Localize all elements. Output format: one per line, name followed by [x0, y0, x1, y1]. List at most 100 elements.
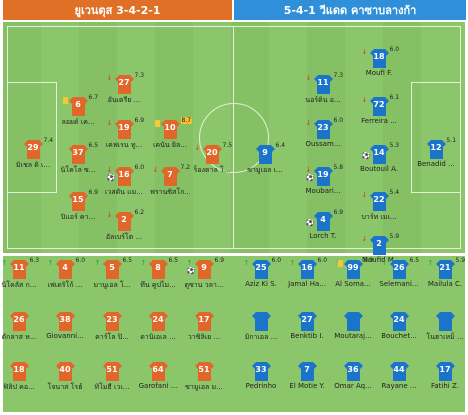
- substitution-out-icon: ↓: [361, 96, 368, 104]
- away_subs-player[interactable]: 24 Bouchet...: [379, 312, 419, 340]
- jersey-icon: 2 6.2 ↓: [107, 209, 144, 231]
- away_starters-player[interactable]: 4 6.9 ⚽ Lorch T.: [303, 209, 344, 240]
- away_subs-player[interactable]: 21 5.9 ↑ Mailula C.: [425, 257, 466, 288]
- away_subs-player[interactable]: 17 Fatihi Z.: [425, 362, 465, 390]
- home_starters-player[interactable]: 37 6.5 นิโคโล ซ...: [58, 142, 99, 176]
- away_starters-player[interactable]: 22 5.4 ↓ บาร์ท เมเ...: [359, 189, 400, 223]
- away_starters-player[interactable]: 18 6.0 ↓ Moufi F.: [359, 46, 400, 77]
- home_starters-player[interactable]: 16 6.0 ↓ ⚽ เวสตัน แม...: [104, 164, 144, 198]
- home_subs-player[interactable]: 23 คาร์โล ปิ...: [92, 312, 132, 343]
- jersey-number: 17: [198, 315, 210, 324]
- player-name: ทิโมธี เวเ...: [94, 383, 130, 391]
- away_starters-player[interactable]: 11 7.3 ↓ นอร์ดิน อ...: [303, 72, 343, 106]
- home_subs-player[interactable]: 17 วาซิลิเย ...: [184, 312, 224, 343]
- away_subs-player[interactable]: 27 Benktib I.: [287, 312, 327, 340]
- home_starters-player[interactable]: 20 7.5 ↓ ร็องดาล โ...: [192, 142, 233, 176]
- home_starters-player[interactable]: 7 7.2 ↓ ฟรานซิสโก...: [150, 164, 190, 198]
- jersey-icon: 18: [9, 362, 29, 381]
- home_starters-player[interactable]: 15 6.9 ปิแอร์ คา...: [58, 189, 98, 223]
- away_subs-player[interactable]: 995.9↑Al Soma...: [333, 257, 373, 288]
- jersey-number: 33: [255, 365, 267, 374]
- away_starters-player[interactable]: 2 5.9 ↓ Moufid M.: [359, 233, 400, 264]
- jersey-number: 2: [121, 215, 127, 224]
- jersey-icon: 29 7.4: [23, 137, 53, 159]
- home_starters-player[interactable]: 6 6.7 ลอยด์ เค...: [58, 94, 98, 128]
- substitution-in-icon: ↑: [289, 259, 296, 267]
- substitution-out-icon: ↓: [305, 119, 312, 127]
- jersey-icon: 51: [102, 362, 122, 381]
- jersey-icon: 37 6.5: [68, 142, 98, 164]
- home_subs-player[interactable]: 51 ซามูเอล ม...: [184, 362, 224, 393]
- away_subs-player[interactable]: 33 Pedrinho: [241, 362, 281, 390]
- jersey-icon: 7 7.2 ↓: [153, 164, 190, 186]
- home_starters-player[interactable]: 27 7.3 ↓ อันเดรีย ...: [104, 72, 145, 106]
- player-name: อัลเบร์โต ...: [105, 233, 143, 241]
- home_subs-player[interactable]: 5 6.5 ↑ มานูเอล โ...: [92, 257, 133, 291]
- away_subs-player[interactable]: Moutaraj...: [333, 312, 373, 340]
- home_subs-player[interactable]: 18 ฟิลิป คอ...: [0, 362, 39, 393]
- jersey-icon: 12 5.1: [426, 137, 456, 159]
- substitution-in-icon: ↑: [427, 259, 434, 267]
- away_starters-player[interactable]: 12 5.1 Benadid ...: [416, 137, 456, 168]
- away_subs-player[interactable]: 16 6.0 ↑ Jamal Ha...: [287, 257, 328, 288]
- substitution-in-icon: ↑: [243, 259, 250, 267]
- player-name: วาซิลิเย ...: [187, 333, 221, 341]
- home_subs-player[interactable]: 9 6.9 ↑ ⚽ ดูซาน วลา...: [184, 257, 225, 291]
- away_subs-player[interactable]: 26 6.5 ↑ Selemani...: [379, 257, 419, 288]
- player-name: ดานิเอเล ...: [140, 333, 176, 341]
- home_subs-player[interactable]: 4 6.0 ↑ เฟเดริโก้ ...: [45, 257, 86, 291]
- home_subs-player[interactable]: 38 Giovanni...: [45, 312, 85, 340]
- jersey-number: 38: [59, 315, 71, 324]
- away_starters-player[interactable]: 72 6.1 ↓ Ferreira ...: [359, 94, 399, 125]
- home_subs-player[interactable]: 51 ทิโมธี เวเ...: [92, 362, 132, 393]
- jersey-number: 17: [439, 365, 451, 374]
- home_subs-player[interactable]: 11 6.3 ↑ นิโคลัส ก...: [0, 257, 40, 291]
- home_subs-player[interactable]: 40 โจนาส โรฮ์: [45, 362, 85, 393]
- jersey-icon: 4 6.0 ↑: [48, 257, 85, 279]
- home_subs-player[interactable]: 64 Garofani ...: [138, 362, 178, 390]
- home_subs-player[interactable]: 8 6.5 ↑ ทึน คูปไม...: [138, 257, 178, 291]
- away_starters-player[interactable]: 9 6.4 ซามูเอล เ...: [245, 142, 285, 176]
- jersey-icon: 44: [389, 362, 409, 381]
- away_subs-player[interactable]: 25 6.0 ↑ Aziz Ki S.: [241, 257, 282, 288]
- home_subs-player[interactable]: 26 ดักลาส ห...: [0, 312, 39, 343]
- player-rating: 5.4: [389, 189, 400, 196]
- away_starters-player[interactable]: 19 5.8 ↓ ⚽ Moubari...: [303, 164, 344, 195]
- player-name: Omar Aq...: [334, 382, 372, 390]
- jersey-icon: 33: [251, 362, 271, 381]
- away_subs-player[interactable]: มิกาเอล ...: [241, 312, 281, 343]
- player-name: ฟิลิป คอ...: [3, 383, 35, 391]
- player-name: Jamal Ha...: [288, 280, 326, 288]
- away_subs-player[interactable]: โนฮาเหม็ ...: [425, 312, 465, 343]
- jersey-icon: 36: [343, 362, 363, 381]
- player-rating: 6.0: [317, 257, 328, 264]
- away_starters-player[interactable]: 14 5.3 ⚽ Boutouil A.: [359, 142, 400, 173]
- player-name: Boutouil A.: [360, 165, 398, 173]
- jersey-number: 18: [373, 52, 385, 61]
- away_subs-player[interactable]: 7 El Motie Y.: [287, 362, 327, 390]
- jersey-number: 11: [13, 263, 25, 272]
- home_subs-player[interactable]: 24 ดานิเอเล ...: [138, 312, 178, 343]
- player-rating: 7.5: [222, 142, 233, 149]
- home_starters-player[interactable]: 2 6.2 ↓ อัลเบร์โต ...: [104, 209, 144, 243]
- player-name: Lorch T.: [309, 232, 337, 240]
- away_subs-player[interactable]: 44 Rayane ...: [379, 362, 419, 390]
- player-rating: 6.9: [214, 257, 225, 264]
- jersey-icon: 72 6.1 ↓: [362, 94, 399, 116]
- home_starters-player[interactable]: 29 7.4 มิเชล ดิ เ...: [13, 137, 53, 171]
- player-rating: 5.3: [389, 142, 400, 149]
- jersey-number: 22: [373, 195, 385, 204]
- away_starters-player[interactable]: 23 6.0 ↓ Oussam...: [303, 117, 343, 148]
- pitch-outline: [7, 26, 461, 249]
- away_subs-player[interactable]: 36 Omar Aq...: [333, 362, 373, 390]
- player-name: Moufi F.: [365, 69, 393, 77]
- jersey-number: 15: [72, 195, 84, 204]
- home_starters-player[interactable]: 10 8.7 เคนัน ยิล...: [150, 117, 193, 151]
- jersey-number: 5: [109, 263, 115, 272]
- player-name: Al Soma...: [335, 280, 371, 288]
- substitution-out-icon: ↓: [106, 211, 113, 219]
- home_starters-player[interactable]: 19 6.9 ↓ เคฟเรน ทู...: [104, 117, 144, 151]
- substitution-in-icon: ↑: [47, 259, 54, 267]
- jersey-icon: 8 6.5 ↑: [141, 257, 178, 279]
- jersey-icon: 11 6.3 ↑: [2, 257, 39, 279]
